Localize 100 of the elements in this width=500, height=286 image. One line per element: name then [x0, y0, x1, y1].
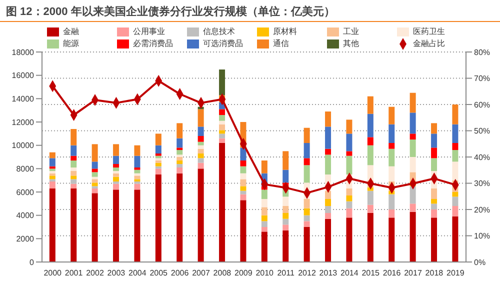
y-tick-label: 6000	[16, 188, 35, 197]
bar	[198, 145, 204, 149]
bar	[261, 221, 268, 227]
bar	[70, 160, 77, 168]
bar	[155, 162, 162, 166]
bar	[346, 201, 352, 208]
bar	[367, 96, 374, 114]
bar	[70, 184, 77, 188]
bar	[113, 144, 120, 156]
bar	[92, 168, 98, 172]
bar	[388, 106, 395, 124]
bar	[219, 115, 226, 121]
bar	[410, 212, 416, 262]
bar	[176, 150, 183, 155]
bar	[240, 194, 246, 200]
bar	[304, 199, 310, 208]
bar	[198, 142, 204, 146]
bar	[113, 164, 120, 168]
bar	[346, 196, 352, 202]
y2-tick-label: 10%	[474, 232, 490, 241]
x-tick-label: 2009	[234, 268, 253, 278]
bar	[155, 145, 162, 154]
bar	[261, 215, 268, 222]
bar	[49, 188, 56, 262]
bar	[282, 206, 289, 213]
bar	[219, 138, 226, 143]
bar	[304, 158, 310, 166]
y2-tick-label: 30%	[474, 179, 490, 188]
bar	[325, 154, 332, 174]
bar	[176, 173, 183, 262]
bar	[346, 151, 352, 156]
bar	[325, 206, 332, 213]
bar	[49, 182, 56, 188]
bar	[70, 168, 77, 171]
x-tick-label: 2016	[382, 268, 402, 278]
x-tick-label: 2004	[128, 268, 147, 278]
bar	[176, 160, 183, 164]
bar	[92, 162, 98, 169]
bar	[198, 162, 204, 169]
bar	[134, 156, 140, 168]
bar	[367, 213, 374, 262]
bar	[240, 200, 246, 262]
bar	[240, 173, 246, 180]
bar	[304, 208, 310, 216]
bar	[431, 199, 438, 204]
bar	[304, 221, 310, 227]
x-tick-label: 2008	[213, 268, 232, 278]
bar	[134, 170, 140, 174]
x-tick-label: 2012	[298, 268, 316, 278]
bar	[410, 112, 416, 134]
bar	[346, 208, 352, 218]
bar	[70, 176, 77, 180]
bar	[282, 230, 289, 262]
x-tick-label: 2001	[64, 268, 84, 278]
legend-label: 能源	[63, 39, 79, 48]
bar	[198, 168, 204, 262]
bar	[325, 148, 332, 155]
bar	[92, 179, 98, 183]
bar	[367, 137, 374, 146]
bar	[325, 190, 332, 199]
legend-label: 金融	[63, 27, 79, 36]
x-tick-label: 2018	[425, 268, 444, 278]
y2-tick-label: 20%	[474, 205, 490, 214]
y-tick-label: 18000	[12, 48, 35, 57]
y-tick-label: 16000	[12, 71, 35, 80]
bar	[198, 136, 204, 142]
bar	[219, 120, 226, 124]
bar	[431, 188, 438, 199]
chart-title: 图 12：2000 年以来美国企业债券分行业发行规模（单位：亿美元）	[0, 0, 500, 22]
bar	[346, 120, 352, 134]
bar	[113, 156, 120, 164]
bar	[431, 158, 438, 171]
bar	[431, 204, 438, 210]
x-tick-label: 2005	[150, 268, 168, 278]
x-tick-label: 2003	[107, 268, 126, 278]
bar	[198, 109, 204, 127]
legend-label: 原材料	[273, 27, 297, 36]
legend-label: 金融占比	[413, 39, 445, 48]
x-tick-label: 2013	[319, 268, 338, 278]
bar	[388, 194, 395, 210]
bar	[282, 213, 289, 219]
bar	[388, 143, 395, 149]
bar	[113, 173, 120, 177]
bar	[92, 182, 98, 186]
bar	[367, 165, 374, 180]
bar	[240, 190, 246, 194]
bar	[113, 168, 120, 171]
bar	[325, 218, 332, 262]
bar	[70, 156, 77, 160]
bar	[92, 188, 98, 194]
y2-tick-label: 80%	[474, 48, 490, 57]
bar	[176, 138, 183, 148]
bar	[155, 134, 162, 146]
legend-label: 信息技术	[203, 27, 235, 36]
bar	[261, 190, 268, 199]
bar	[261, 232, 268, 262]
bar	[198, 148, 204, 154]
bar	[367, 145, 374, 166]
bar	[452, 143, 458, 150]
bar	[240, 148, 246, 160]
